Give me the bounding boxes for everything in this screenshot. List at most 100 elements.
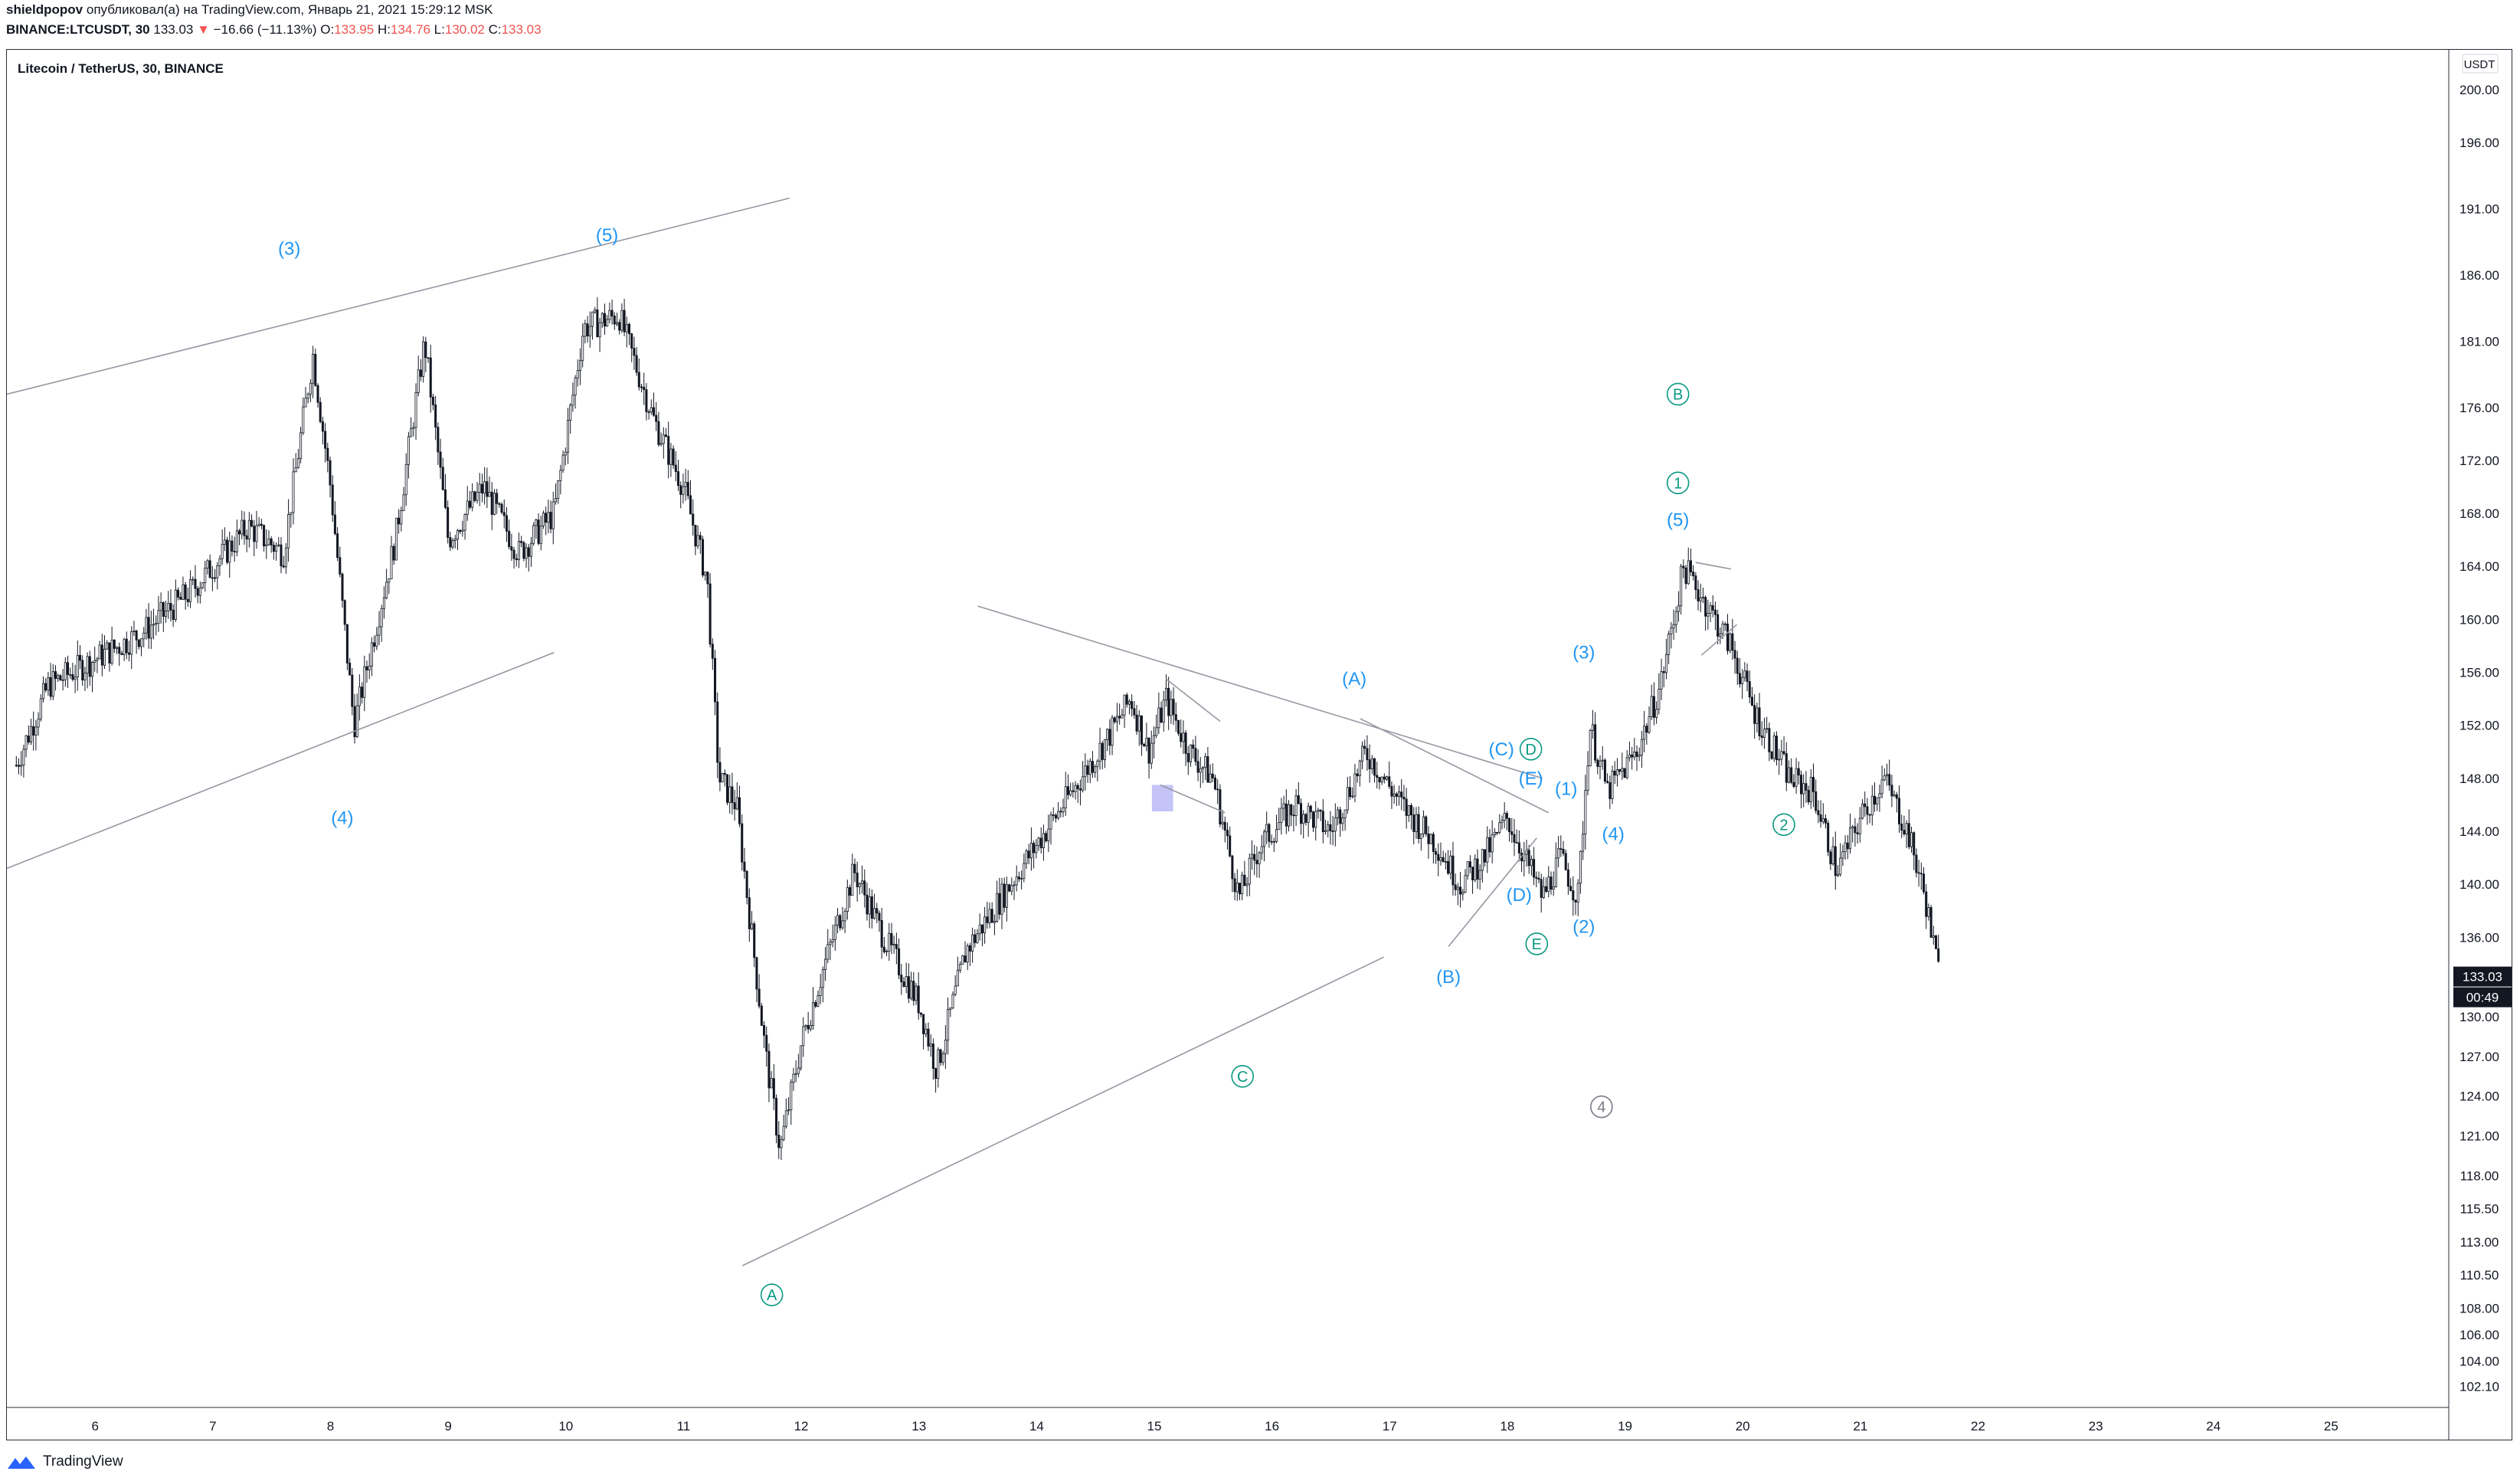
candle-body [1876, 797, 1879, 804]
candle-body [1535, 876, 1538, 879]
candle-body [116, 647, 119, 649]
footer-brand[interactable]: TradingView [43, 1453, 123, 1470]
candle-body [44, 683, 47, 691]
candle-body [1885, 774, 1889, 777]
candle-body [1094, 766, 1097, 773]
candle-body [1177, 719, 1180, 734]
candle-body [1363, 745, 1366, 749]
candle-body [81, 660, 84, 681]
candle-body [64, 662, 67, 680]
y-tick-label: 124.00 [2459, 1089, 2499, 1104]
candle-body [545, 513, 548, 523]
candle-body [1294, 795, 1298, 817]
candle-body [1297, 795, 1300, 804]
x-tick-label: 17 [1383, 1419, 1397, 1433]
candle-body [1689, 560, 1692, 572]
candle-body [1841, 851, 1844, 859]
candle-body [1268, 824, 1271, 842]
candle-body [32, 726, 35, 736]
candle-body [343, 600, 346, 625]
candle-body [1033, 843, 1036, 854]
candle-body [1888, 774, 1891, 786]
candle-body [775, 1098, 778, 1135]
candle-body [1164, 687, 1167, 701]
wave-label: (4) [331, 808, 353, 829]
candle-body [1427, 833, 1430, 844]
candle-body [1270, 840, 1273, 843]
candle-body [27, 736, 30, 742]
candle-body [71, 674, 74, 680]
candle-body [1052, 814, 1055, 816]
high-value: 134.76 [390, 22, 430, 37]
candle-body [1010, 885, 1013, 892]
candle-body [447, 506, 450, 538]
candle-body [1772, 736, 1775, 759]
countdown: 00:49 [2466, 991, 2499, 1005]
candle-body [1868, 814, 1871, 816]
candle-body [431, 396, 434, 405]
candle-body [186, 598, 189, 602]
candle-body [1738, 673, 1741, 684]
candle-body [647, 411, 650, 413]
candle-body [657, 421, 660, 445]
trendline [1165, 678, 1221, 722]
candle-body [716, 701, 719, 763]
author-name[interactable]: shieldpopov [6, 2, 83, 17]
candle-body [676, 471, 680, 487]
wave-label: 1 [1674, 475, 1682, 492]
candle-body [765, 1034, 768, 1052]
candle-body [1229, 835, 1232, 857]
candle-body [1893, 794, 1896, 797]
candle-body [257, 523, 260, 526]
candle-body [591, 311, 594, 327]
candle-body [861, 880, 864, 884]
candle-body [1321, 811, 1324, 833]
candle-body [1501, 820, 1504, 824]
candle-body [1606, 781, 1609, 783]
candle-body [1238, 883, 1242, 895]
tradingview-logo-icon[interactable] [6, 1453, 37, 1470]
x-tick-label: 13 [911, 1419, 926, 1433]
chart-frame[interactable]: Litecoin / TetherUS, 30, BINANCE (3) (5) (… [6, 49, 2512, 1440]
candle-body [898, 948, 901, 975]
candle-body [713, 657, 717, 703]
candle-body [345, 624, 349, 664]
candle-body [1349, 787, 1352, 798]
candle-body [1339, 809, 1342, 824]
candle-body [919, 1012, 922, 1015]
candle-body [927, 1028, 930, 1047]
candle-body [1795, 768, 1798, 787]
candle-body [696, 535, 699, 547]
candle-body [100, 644, 103, 666]
candle-body [866, 894, 869, 915]
candle-body [353, 706, 356, 738]
candle-body [1262, 831, 1266, 847]
candle-body [1697, 589, 1700, 601]
candle-body [1726, 623, 1729, 651]
candle-body [878, 913, 881, 921]
candle-body [971, 934, 974, 952]
candle-body [704, 572, 707, 576]
candle-body [140, 638, 143, 647]
candle-body [821, 969, 824, 988]
candle-body [1388, 776, 1391, 787]
candle-body [966, 945, 969, 963]
candle-body [711, 644, 714, 659]
candle-body [1599, 760, 1602, 767]
candle-body [758, 988, 761, 1007]
candle-body [1459, 886, 1462, 895]
candle-body [355, 705, 358, 738]
candle-body [1741, 677, 1744, 684]
candle-body [245, 535, 248, 540]
candle-body [414, 392, 417, 428]
candle-body [1147, 738, 1150, 764]
price-chart[interactable]: Litecoin / TetherUS, 30, BINANCE (3) (5) (… [7, 50, 2512, 1440]
close-label: C: [488, 22, 502, 37]
x-tick-label: 12 [794, 1419, 809, 1433]
candle-body [1074, 785, 1077, 792]
wave-label: (5) [1667, 510, 1689, 531]
candle-body [804, 1024, 807, 1027]
candle-body [1650, 696, 1653, 717]
candle-body [1652, 696, 1655, 718]
candle-body [1582, 834, 1585, 852]
